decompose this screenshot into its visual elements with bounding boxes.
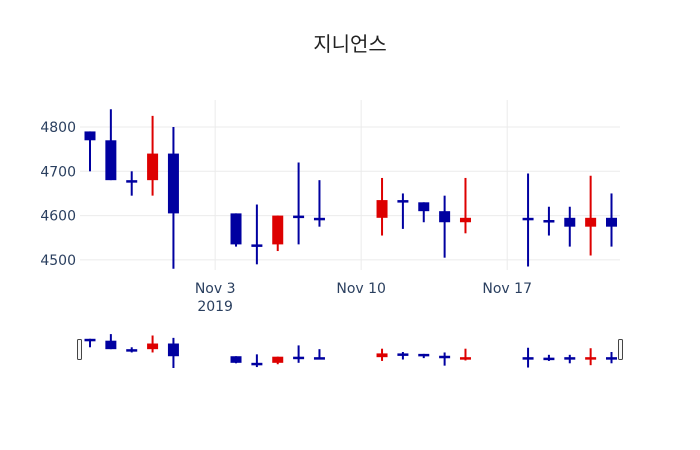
candle-body (105, 140, 117, 181)
candle (606, 193, 617, 247)
candle-body (459, 357, 471, 360)
y-axis: 4500 4600 4700 4800 (40, 120, 76, 269)
candle (251, 354, 263, 368)
candle-body (376, 200, 388, 218)
candle (313, 180, 325, 227)
candle (418, 202, 430, 223)
candle-body (167, 343, 179, 357)
candle-body (459, 217, 471, 223)
candle-body (230, 356, 242, 363)
candle (251, 204, 263, 265)
candle-body (105, 340, 117, 350)
candle (439, 195, 451, 258)
candles (84, 109, 617, 269)
candle (522, 347, 534, 368)
candle-body (126, 349, 138, 352)
range-slider[interactable] (77, 334, 623, 368)
candle-body (397, 353, 409, 356)
candle (230, 356, 242, 364)
gridlines (80, 100, 620, 270)
candle (585, 175, 597, 256)
candle (293, 345, 305, 363)
candle (84, 131, 96, 172)
candle-body (543, 220, 555, 223)
y-tick-label: 4500 (40, 253, 76, 269)
candle-body (272, 215, 284, 245)
candle (126, 347, 138, 353)
candle-body (293, 356, 305, 360)
candle (272, 356, 284, 365)
x-axis: Nov 3 2019 Nov 10 Nov 17 (195, 281, 532, 315)
candle (272, 215, 284, 252)
candle-body (126, 180, 138, 183)
candle-body (84, 338, 96, 342)
candle (585, 348, 597, 366)
candle (397, 351, 409, 360)
x-tick-label: Nov 3 (195, 281, 236, 297)
candle (126, 171, 138, 196)
candle (167, 127, 179, 269)
candle (397, 193, 409, 229)
candle-body (230, 213, 242, 245)
candle (459, 177, 471, 234)
candle (543, 206, 555, 236)
candle-body (543, 357, 555, 361)
candle-body (439, 211, 451, 223)
candle-body (439, 355, 451, 359)
candle-body (585, 217, 597, 227)
candle-body (376, 353, 388, 358)
candle-body (313, 217, 325, 221)
candle-body (272, 356, 284, 363)
candle-body (251, 244, 263, 247)
candle (147, 335, 159, 353)
candle (105, 109, 117, 181)
y-tick-label: 4700 (40, 164, 76, 180)
y-tick-label: 4800 (40, 120, 76, 136)
candle (230, 213, 242, 247)
candle-body (397, 200, 409, 203)
candle-body (564, 357, 576, 360)
x-tick-label: Nov 10 (336, 281, 386, 297)
candle (167, 337, 179, 368)
candle-body (585, 357, 597, 360)
candle (84, 338, 96, 348)
x-tick-label: Nov 17 (482, 281, 532, 297)
candle-body (147, 343, 159, 350)
chart-title: 지니언스 (313, 32, 387, 56)
y-tick-label: 4600 (40, 209, 76, 225)
range-slider-right-handle[interactable] (618, 339, 623, 360)
candle (313, 349, 325, 360)
candle (147, 115, 159, 196)
candle-body (418, 202, 430, 212)
candle (543, 354, 555, 361)
candle-body (606, 217, 617, 227)
candle (293, 162, 305, 245)
candle-body (147, 153, 159, 181)
candle-body (251, 362, 263, 366)
candle (439, 352, 451, 366)
candle (105, 334, 117, 350)
candle (376, 177, 388, 236)
candle-body (418, 353, 430, 357)
candle (418, 353, 430, 359)
candle-body (522, 357, 534, 360)
candle-body (522, 217, 534, 221)
candle-body (84, 131, 96, 141)
candle (522, 173, 534, 267)
candle (564, 206, 576, 247)
x-tick-year-label: 2019 (197, 299, 233, 315)
candle-body (293, 215, 305, 219)
candle-body (313, 357, 325, 360)
candle-body (606, 357, 617, 360)
candle (376, 348, 388, 361)
candle (459, 348, 471, 361)
candle (606, 351, 617, 364)
candle-body (564, 217, 576, 227)
range-slider-left-handle[interactable] (77, 339, 82, 360)
range-slider-candles (84, 334, 617, 368)
candle-body (167, 153, 179, 214)
candle (564, 354, 576, 364)
